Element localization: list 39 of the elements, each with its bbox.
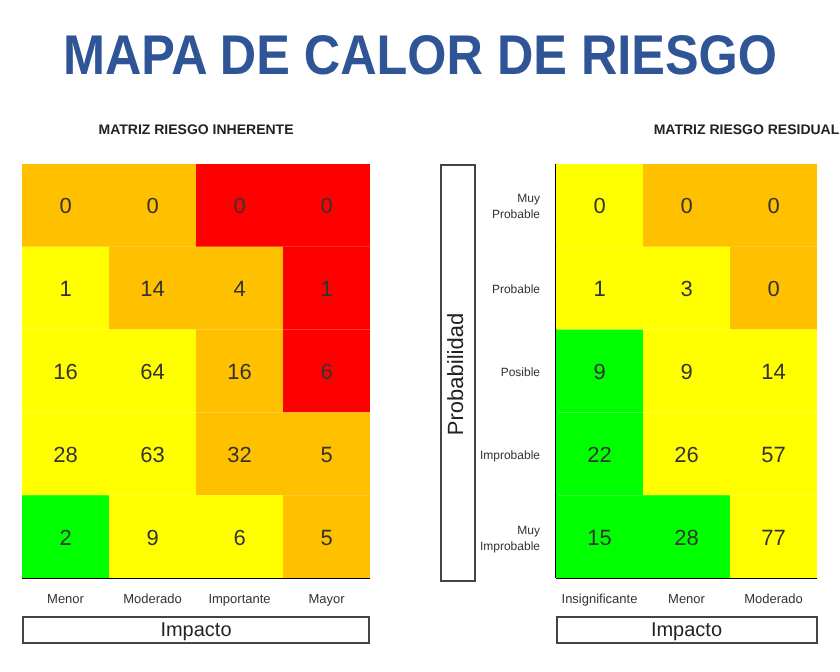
data-label: 77 — [761, 526, 786, 551]
data-label: 16 — [53, 361, 78, 385]
data-label: 3 — [680, 278, 693, 303]
data-label: 0 — [59, 195, 72, 220]
data-label: 5 — [320, 443, 333, 468]
data-label: 2 — [59, 526, 72, 551]
data-label: 14 — [761, 361, 786, 385]
data-label: 32 — [227, 443, 252, 468]
data-label: 64 — [140, 361, 165, 385]
x-axis-title: Impacto — [556, 616, 817, 644]
data-label: 1 — [593, 278, 606, 303]
data-label: 28 — [674, 526, 699, 551]
data-label: 0 — [146, 195, 159, 220]
data-label: 28 — [53, 443, 78, 468]
data-label: 9 — [146, 526, 159, 551]
x-axis-title: Impacto — [22, 616, 370, 644]
data-label: 0 — [767, 278, 780, 303]
data-label: 9 — [593, 361, 606, 385]
data-label: 0 — [320, 195, 333, 220]
data-label: 0 — [593, 195, 606, 220]
data-label: 0 — [767, 195, 780, 220]
data-label: 0 — [680, 195, 693, 220]
data-label: 57 — [761, 443, 786, 468]
data-label: 22 — [587, 443, 612, 468]
data-label: 63 — [140, 443, 165, 468]
chart-title: MAPA DE CALOR DE RIESGO — [60, 24, 779, 88]
data-label: 5 — [320, 526, 333, 551]
data-label: 4 — [233, 278, 246, 303]
data-label: 1 — [320, 278, 333, 303]
y-axis-title: Probabilidad — [446, 311, 470, 435]
data-label: 14 — [140, 278, 165, 303]
data-label: 6 — [320, 361, 333, 385]
data-label: 9 — [680, 361, 693, 385]
data-label: 6 — [233, 526, 246, 551]
data-label: 0 — [233, 195, 246, 220]
data-label: 1 — [59, 278, 72, 303]
data-label: 26 — [674, 443, 699, 468]
data-label: 15 — [587, 526, 612, 551]
data-label: 16 — [227, 361, 252, 385]
